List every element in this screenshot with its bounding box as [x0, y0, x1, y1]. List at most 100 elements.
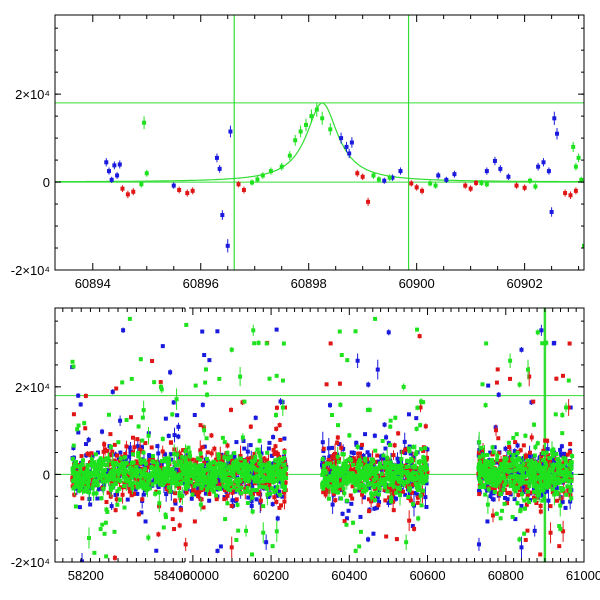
bottom-blue-point	[86, 437, 91, 442]
top-blue-point	[492, 158, 497, 163]
bottom-green-point	[84, 469, 89, 474]
top-blue-point	[339, 136, 344, 141]
bottom-green-point	[138, 457, 143, 462]
bottom-green-point	[209, 465, 214, 470]
bottom-red-point	[177, 485, 182, 490]
bottom-green-point	[124, 475, 129, 480]
bottom-red-point	[177, 451, 182, 456]
bottom-blue-point	[349, 450, 354, 455]
bottom-green-point	[183, 484, 188, 489]
bottom-green-point	[196, 482, 201, 487]
bottom-red-point	[191, 488, 196, 493]
bottom-green-point	[229, 347, 234, 352]
bottom-blue-point	[125, 497, 130, 502]
bottom-green-point	[95, 480, 100, 485]
top-ytick-label: -2×10⁴	[11, 263, 50, 278]
bottom-green-point	[216, 468, 221, 473]
bottom-blue-point	[127, 445, 132, 450]
bottom-red-point	[400, 489, 405, 494]
bottom-green-point	[356, 468, 361, 473]
bottom-green-point	[243, 489, 248, 494]
top-green-point	[314, 107, 319, 112]
bottom-blue-point	[155, 444, 160, 449]
bottom-green-point	[277, 460, 282, 465]
bottom-green-point	[81, 458, 86, 463]
bottom-red-point	[225, 443, 230, 448]
bottom-green-point	[261, 504, 266, 509]
bottom-red-point	[246, 483, 251, 488]
top-blue-point	[349, 140, 354, 145]
bottom-red-point	[392, 443, 397, 448]
bottom-red-point	[245, 456, 250, 461]
bottom-green-point	[259, 474, 264, 479]
bottom-green-point	[104, 507, 109, 512]
bottom-red-point	[388, 489, 393, 494]
bottom-blue-point	[150, 479, 155, 484]
bottom-green-point	[134, 474, 139, 479]
top-ytick-label: 0	[43, 175, 50, 190]
top-green-point	[433, 183, 438, 188]
bottom-red-point	[281, 490, 286, 495]
top-xtick-label: 60900	[399, 276, 435, 291]
bottom-blue-point	[328, 403, 333, 408]
bottom-blue-point	[106, 467, 111, 472]
bottom-red-point	[214, 497, 219, 502]
bottom-green-point	[75, 483, 80, 488]
bottom-green-point	[94, 491, 99, 496]
bottom-blue-point	[242, 446, 247, 451]
bottom-red-point	[115, 475, 120, 480]
bottom-blue-point	[363, 432, 368, 437]
bottom-green-point	[92, 479, 97, 484]
bottom-green-point	[111, 483, 116, 488]
bottom-red-point	[353, 459, 358, 464]
bottom-green-point	[130, 486, 135, 491]
bottom-blue-point	[194, 484, 199, 489]
bottom-red-point	[156, 532, 161, 537]
bottom-red-point	[198, 423, 203, 428]
bottom-green-point	[110, 485, 115, 490]
top-red-point	[177, 187, 182, 192]
bottom-blue-point	[383, 446, 388, 451]
bottom-green-point	[235, 477, 240, 482]
bottom-red-point	[143, 441, 148, 446]
bottom-blue-point	[277, 489, 282, 494]
bottom-green-point	[196, 474, 201, 479]
bottom-green-point	[236, 528, 241, 533]
bottom-green-point	[238, 456, 243, 461]
bottom-green-point	[340, 452, 345, 457]
bottom-red-point	[326, 489, 331, 494]
bottom-green-point	[163, 469, 168, 474]
bottom-green-point	[265, 476, 270, 481]
bottom-red-point	[322, 461, 327, 466]
bottom-blue-point	[424, 481, 429, 486]
bottom-red-point	[277, 423, 282, 428]
bottom-red-point	[229, 503, 234, 508]
bottom-green-point	[135, 485, 140, 490]
bottom-blue-point	[95, 450, 100, 455]
bottom-green-point	[188, 465, 193, 470]
top-blue-point	[390, 175, 395, 180]
bottom-red-point	[272, 495, 277, 500]
bottom-blue-point	[270, 502, 275, 507]
bottom-green-point	[224, 477, 229, 482]
bottom-red-point	[205, 450, 210, 455]
top-green-point	[260, 173, 265, 178]
bottom-green-point	[256, 340, 261, 345]
bottom-green-point	[139, 479, 144, 484]
bottom-blue-point	[202, 353, 207, 358]
bottom-green-point	[108, 487, 113, 492]
bottom-green-point	[220, 435, 225, 440]
bottom-red-point	[148, 457, 153, 462]
bottom-green-point	[141, 450, 146, 455]
bottom-green-point	[124, 478, 129, 483]
bottom-green-point	[102, 474, 107, 479]
bottom-green-point	[193, 471, 198, 476]
bottom-green-point	[79, 479, 84, 484]
top-blue-point	[555, 131, 560, 136]
bottom-green-point	[239, 470, 244, 475]
bottom-green-point	[277, 473, 282, 478]
bottom-red-point	[160, 449, 165, 454]
bottom-green-point	[172, 481, 177, 486]
bottom-green-point	[139, 483, 144, 488]
bottom-red-point	[224, 469, 229, 474]
